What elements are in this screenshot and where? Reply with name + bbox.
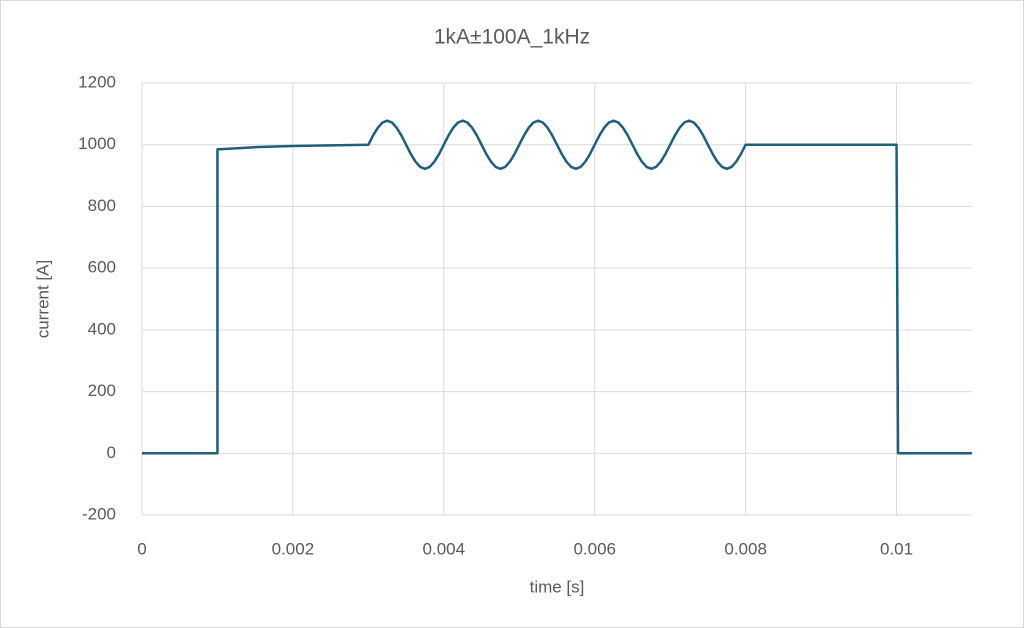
plot-area [142,119,972,455]
x-axis-title: time [s] [530,577,585,596]
x-tick-label: 0.006 [573,539,616,558]
x-tick-label: 0.008 [724,539,767,558]
y-tick-label: 600 [88,258,116,277]
chart-title: 1kA±100A_1kHz [434,26,590,49]
x-tick-label: 0.004 [423,539,466,558]
y-tick-label: 1000 [78,134,116,153]
x-tick-label: 0.01 [880,539,913,558]
y-tick-label: 400 [88,319,116,338]
y-axis-title: current [A] [33,260,52,338]
data-line [142,119,972,455]
y-tick-label: -200 [82,504,116,523]
y-tick-label: 0 [107,443,116,462]
y-tick-label: 200 [88,381,116,400]
x-tick-label: 0 [137,539,146,558]
y-tick-label: 1200 [78,72,116,91]
x-tick-label: 0.002 [272,539,315,558]
y-tick-label: 800 [88,196,116,215]
